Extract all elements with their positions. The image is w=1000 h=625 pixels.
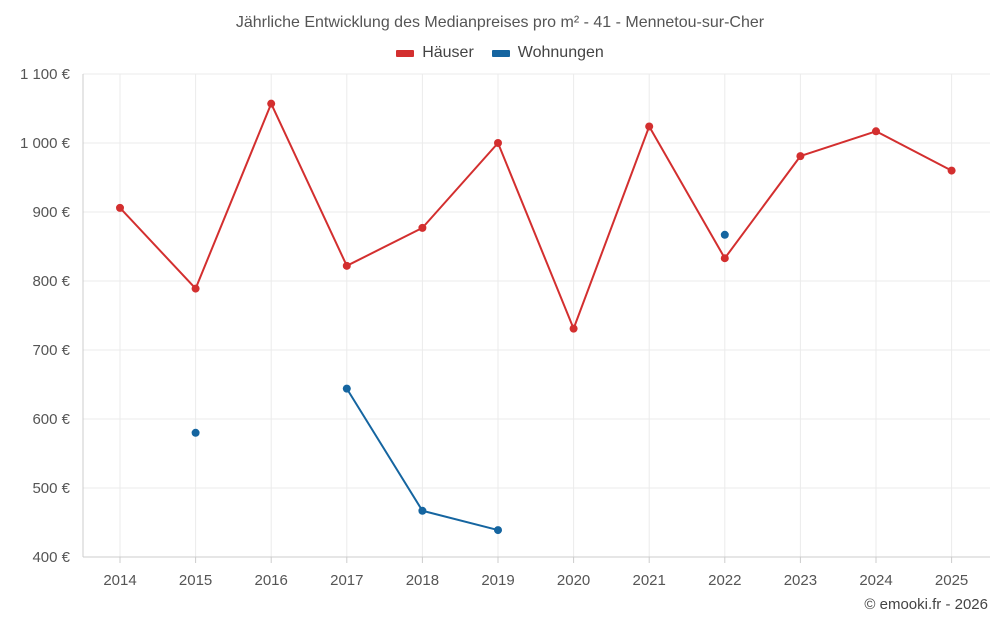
y-tick-label: 900 € [32, 204, 70, 221]
x-tick-label: 2018 [406, 572, 439, 589]
legend-swatch-haeuser [396, 49, 415, 57]
data-point [796, 152, 805, 161]
x-tick-label: 2014 [103, 572, 136, 589]
series-line-segment [119, 206, 197, 290]
series-line-segment [345, 387, 424, 512]
x-tick-label: 2025 [935, 572, 968, 589]
series [116, 99, 956, 535]
x-tick-label: 2015 [179, 572, 212, 589]
x-tick-label: 2021 [633, 572, 666, 589]
y-tick-label: 600 € [32, 411, 70, 428]
legend-label-wohnungen: Wohnungen [517, 44, 604, 61]
data-point [267, 99, 276, 108]
data-point [342, 384, 351, 393]
y-tick-label: 500 € [32, 480, 70, 497]
series-wohnungen [191, 230, 729, 535]
x-tick-label: 2016 [255, 572, 288, 589]
chart-title: Jährliche Entwicklung des Medianpreises … [235, 14, 765, 31]
y-tick-label: 800 € [32, 273, 70, 290]
data-point [494, 526, 502, 535]
data-point [494, 139, 502, 147]
data-point [720, 230, 729, 239]
series-line-segment [723, 155, 802, 260]
x-tick-label: 2023 [784, 572, 817, 589]
y-tick-label: 400 € [32, 549, 70, 566]
data-point [191, 428, 200, 437]
x-tick-label: 2020 [557, 572, 590, 589]
data-point [569, 324, 578, 333]
credit-text: © emooki.fr - 2026 [864, 596, 988, 613]
y-tick-label: 700 € [32, 342, 70, 359]
series-line-segment [572, 125, 651, 330]
data-point [116, 203, 124, 212]
data-point [720, 254, 729, 263]
series-line-segment [421, 509, 499, 532]
legend-label-haeuser: Häuser [422, 44, 474, 61]
y-tick-label: 1 000 € [20, 135, 71, 152]
series-line-segment [421, 142, 499, 229]
y-tick-label: 1 100 € [20, 66, 71, 83]
x-tick-label: 2024 [859, 572, 892, 589]
series-haeuser [116, 99, 956, 333]
legend-swatch-wohnungen [491, 49, 510, 57]
series-line-segment [194, 102, 273, 290]
data-point [947, 166, 956, 175]
data-point [191, 284, 200, 293]
series-line-segment [875, 130, 953, 172]
data-point [342, 261, 351, 270]
axes: 400 € 500 € 600 € 700 € 800 € 900 € 1 000 € 1 1… [20, 66, 990, 589]
series-line-segment [497, 142, 575, 330]
data-point [418, 223, 427, 232]
data-point [645, 122, 654, 131]
series-line-segment [799, 130, 877, 158]
series-line-segment [648, 125, 726, 260]
legend-item-haeuser[interactable]: Häuser [396, 44, 474, 62]
legend[interactable]: Häuser Wohnungen [0, 44, 1000, 62]
series-line-segment [345, 226, 424, 267]
grid [83, 73, 990, 557]
x-tick-label: 2019 [481, 572, 514, 589]
x-tick-label: 2017 [330, 572, 363, 589]
series-line-segment [270, 102, 348, 267]
x-tick-label: 2022 [708, 572, 741, 589]
data-point [418, 506, 427, 515]
legend-item-wohnungen[interactable]: Wohnungen [491, 44, 604, 62]
data-point [872, 127, 880, 136]
